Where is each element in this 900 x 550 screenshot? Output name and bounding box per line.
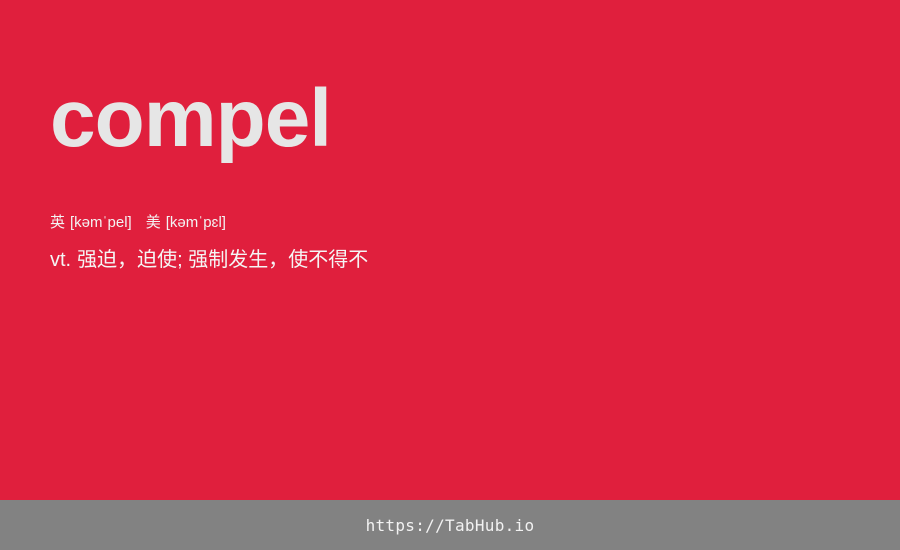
uk-pronunciation: [kəmˈpel] bbox=[70, 214, 132, 231]
uk-label: 英 bbox=[50, 214, 66, 231]
definition-line: vt. 强迫，迫使; 强制发生，使不得不 bbox=[50, 247, 368, 273]
footer-bar: https://TabHub.io bbox=[0, 500, 900, 550]
headword: compel bbox=[50, 73, 332, 164]
us-pronunciation: [kəmˈpɛl] bbox=[165, 214, 226, 231]
tabhub-link[interactable]: https://TabHub.io bbox=[365, 515, 535, 535]
phonetics-line: 英 [kəmˈpel] 美 [kəmˈpɛl] bbox=[50, 213, 226, 233]
part-of-speech: vt. bbox=[50, 249, 72, 271]
us-label: 美 bbox=[145, 214, 161, 231]
word-card: compel 英 [kəmˈpel] 美 [kəmˈpɛl] vt. 强迫，迫使; 强制… bbox=[0, 0, 900, 500]
definition-text: 强迫，迫使; 强制发生，使不得不 bbox=[77, 249, 369, 271]
